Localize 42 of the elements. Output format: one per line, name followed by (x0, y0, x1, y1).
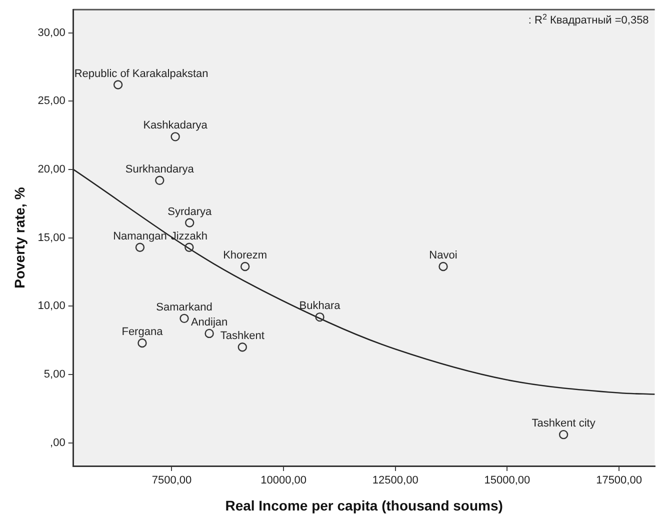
x-tick-label: 7500,00 (152, 474, 192, 487)
point (138, 338, 147, 348)
annotation: Navoi (429, 249, 458, 262)
y-tick-label: 15,00 (38, 232, 66, 244)
x-tick-label: 12500,00 (372, 474, 418, 487)
point (315, 312, 324, 322)
annotation: Namangan (113, 230, 167, 242)
point (113, 80, 123, 90)
x-axis-title: Real Income per capita (thousand soums) (225, 497, 503, 514)
x-tick-label: 10000,00 (260, 474, 306, 487)
annotation: Surkhandarya (125, 163, 195, 176)
annotation: Bukhara (299, 300, 342, 312)
point (155, 176, 164, 186)
y-tick-label: 25,00 (38, 95, 66, 108)
annotation: Jizzakh (170, 230, 208, 242)
annotation: Andijan (190, 316, 228, 328)
point (204, 328, 214, 338)
annotation: Samarkand (156, 301, 212, 314)
annotation: Republic of Karakalpakstan (74, 68, 208, 80)
point (180, 314, 189, 324)
y-tick-label: ,00 (50, 436, 66, 449)
x-tick-label: 17500,00 (596, 474, 642, 487)
y-axis-title: Poverty rate, % (11, 186, 28, 288)
point (135, 242, 145, 252)
annotation: Tashkent (220, 330, 264, 342)
annotation: Khorezm (223, 249, 268, 262)
point (438, 262, 448, 272)
y-tick-label: 5,00 (44, 368, 66, 380)
point (185, 218, 194, 228)
point (170, 132, 180, 142)
point (558, 430, 568, 440)
annotation: Kashkadarya (143, 120, 208, 132)
y-tick-label: 20,00 (38, 164, 66, 176)
y-tick-label: 30,00 (38, 26, 66, 39)
annotation: Tashkent city (532, 418, 596, 430)
point (240, 262, 250, 272)
point (238, 342, 247, 352)
y-tick-label: 10,00 (38, 300, 66, 312)
x-tick-label: 15000,00 (484, 474, 530, 487)
point (184, 242, 194, 252)
annotation: Syrdarya (168, 206, 213, 218)
annotation: Fergana (122, 326, 164, 338)
